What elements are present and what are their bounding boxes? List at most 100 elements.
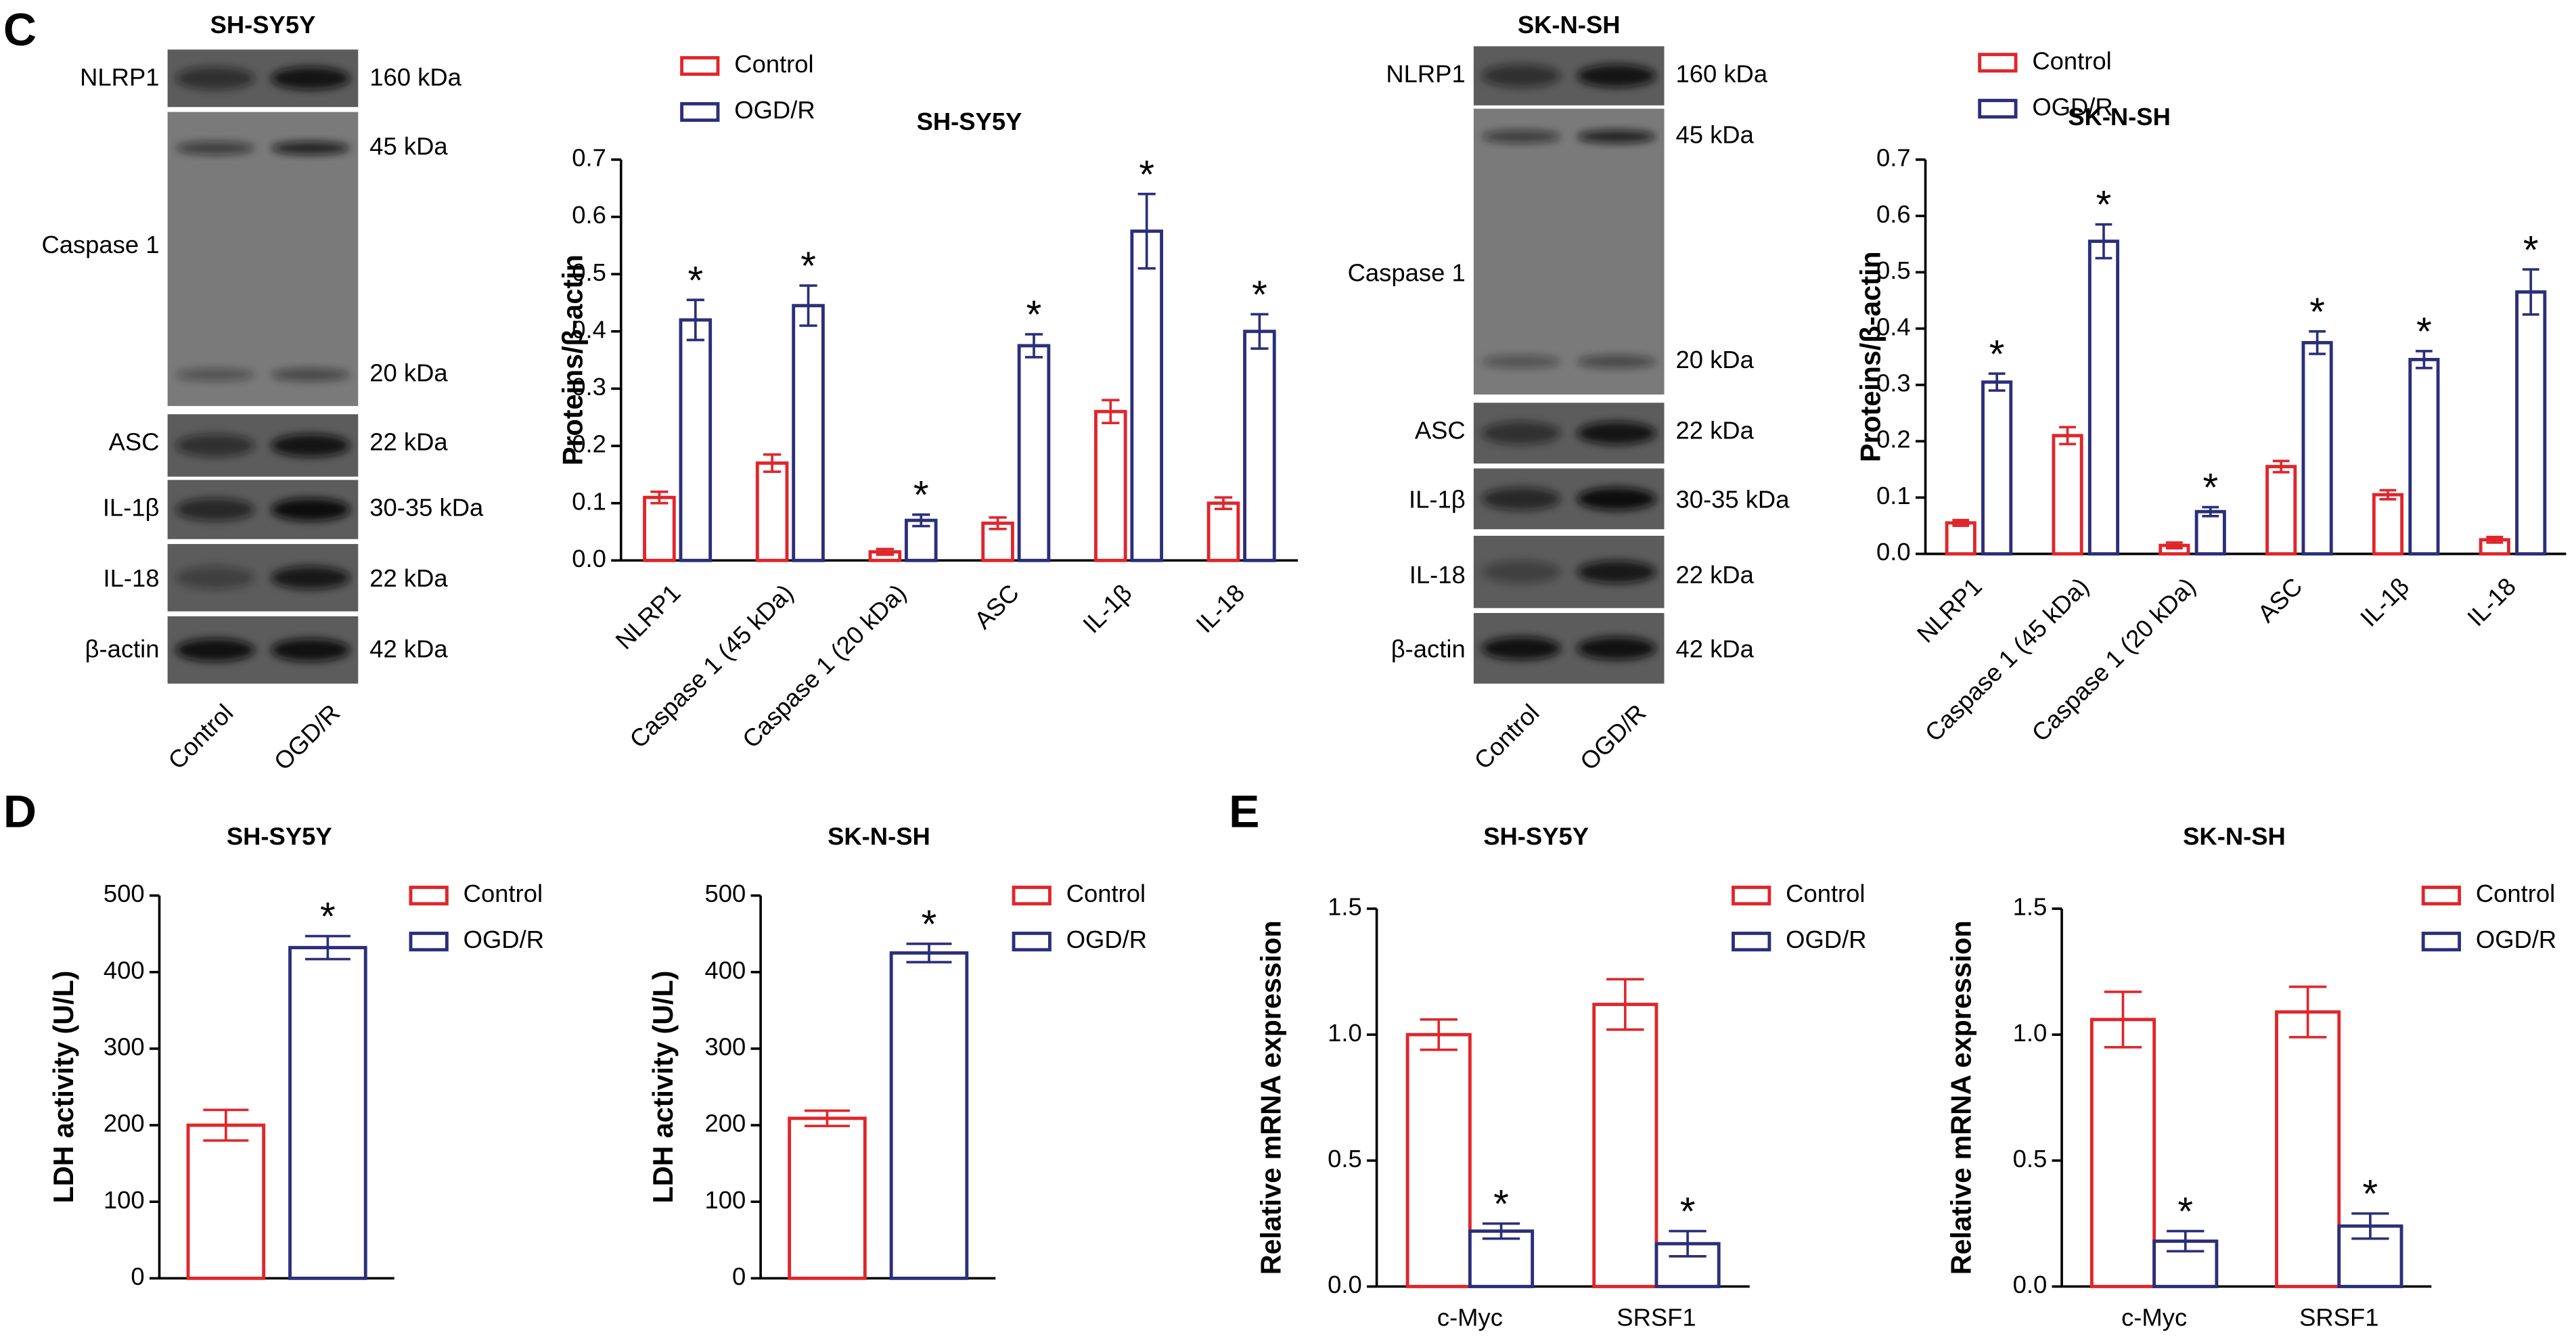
blot-band (1577, 130, 1656, 143)
y-tick-label: 0.6 (572, 201, 606, 229)
blot-band (1577, 560, 1656, 584)
bar (2265, 465, 2297, 556)
significance-mark: * (1139, 153, 1154, 197)
y-tick-label: 100 (705, 1186, 746, 1214)
x-tick-label: IL-18 (2462, 572, 2521, 632)
y-axis-label: LDH activity (U/L) (648, 971, 679, 1204)
error-bar (763, 453, 782, 473)
bar (788, 1116, 867, 1280)
blot-band (175, 368, 255, 382)
blot-size: 160 kDa (369, 64, 461, 91)
bar (1130, 229, 1163, 562)
error-bar (912, 513, 930, 528)
error-bar (906, 942, 952, 963)
blot-band (1481, 487, 1561, 511)
blot-band (1481, 64, 1561, 88)
error-bar (799, 284, 817, 327)
chart-title: SH-SY5Y (1483, 822, 1589, 850)
blot-size: 45 kDa (1675, 121, 1754, 149)
lane-label: OGD/R (1575, 699, 1651, 775)
y-tick-label: 100 (104, 1186, 145, 1214)
error-bar (1606, 978, 1644, 1031)
y-axis-label: Proteins/β-actin (558, 254, 589, 465)
blot-band (1577, 422, 1656, 445)
y-tick-label: 0.0 (572, 545, 606, 572)
legend-label: OGD/R (1066, 926, 1147, 953)
y-tick-label: 1.0 (1328, 1019, 1362, 1047)
significance-mark: * (922, 903, 937, 947)
y-tick-label: 500 (104, 880, 145, 907)
y-tick-label: 1.0 (2013, 1019, 2048, 1047)
error-bar (2379, 488, 2397, 501)
blot-label: IL-1β (103, 494, 160, 522)
lane-label: OGD/R (269, 699, 345, 775)
blot-size: 22 kDa (369, 428, 448, 456)
panel-letter: D (3, 786, 37, 838)
blot-band (1577, 64, 1656, 88)
blot-label: IL-18 (104, 564, 160, 592)
blot-band (175, 638, 255, 662)
y-tick-label: 0.3 (1876, 369, 1911, 397)
bar (2301, 341, 2333, 556)
blot-label: ASC (109, 428, 160, 456)
blot-size: 20 kDa (369, 359, 448, 387)
y-axis-label: Relative mRNA expression (1256, 920, 1287, 1275)
blot-band (175, 566, 255, 589)
chart-title: SK-N-SH (828, 822, 930, 850)
blot-band (175, 141, 255, 155)
legend-label: OGD/R (734, 96, 815, 124)
blot-band (1481, 560, 1561, 584)
legend-swatch (1978, 53, 2018, 73)
lane-label: Control (162, 699, 238, 775)
error-bar (2522, 268, 2539, 316)
error-bar (2351, 1212, 2389, 1240)
blot-band (1481, 422, 1561, 445)
error-bar (1102, 399, 1120, 425)
x-tick-label: IL-1β (1077, 579, 1137, 639)
bar (1981, 380, 2013, 556)
y-tick-label: 0.0 (2013, 1271, 2048, 1298)
bar (2087, 240, 2120, 556)
significance-mark: * (800, 244, 816, 288)
bar (643, 495, 676, 562)
y-tick-label: 1.5 (2013, 893, 2048, 921)
error-bar (1024, 333, 1043, 359)
bar (1206, 501, 1240, 562)
blot-band (1577, 487, 1656, 511)
error-bar (989, 516, 1007, 530)
blot-label: NLRP1 (1386, 60, 1465, 88)
bar (792, 304, 825, 562)
y-axis-label: Proteins/β-actin (1855, 251, 1886, 462)
error-bar (876, 547, 894, 556)
x-tick-label: ASC (2252, 572, 2307, 628)
y-tick-label: 0.7 (572, 144, 606, 172)
significance-mark: * (2202, 466, 2218, 510)
blot-band (271, 368, 351, 382)
bar (288, 946, 367, 1280)
panel-letter: E (1229, 786, 1259, 838)
blot-size: 22 kDa (1675, 417, 1754, 445)
x-tick-label: IL-18 (1191, 579, 1250, 639)
legend-swatch (680, 55, 720, 76)
chart-title: SH-SY5Y (227, 822, 332, 850)
y-axis-label: LDH activity (U/L) (48, 971, 79, 1204)
significance-mark: * (1252, 273, 1267, 317)
bar (1945, 521, 1976, 556)
y-tick-label: 500 (705, 880, 746, 907)
blot-band (1577, 355, 1656, 369)
significance-mark: * (1493, 1183, 1509, 1227)
y-tick-label: 0.0 (1328, 1271, 1362, 1298)
error-bar (2167, 1229, 2205, 1253)
error-bar (304, 934, 351, 961)
bar (2089, 1018, 2156, 1288)
error-bar (1214, 496, 1233, 510)
bar (2408, 357, 2440, 556)
error-bar (2095, 223, 2112, 260)
blot-band (1481, 130, 1561, 143)
y-tick-label: 0.6 (1876, 200, 1911, 228)
legend-swatch (680, 101, 720, 122)
error-bar (2288, 985, 2327, 1039)
blot-band (271, 638, 351, 662)
y-tick-label: 0.0 (1876, 538, 1911, 566)
legend-swatch (1732, 886, 1771, 906)
